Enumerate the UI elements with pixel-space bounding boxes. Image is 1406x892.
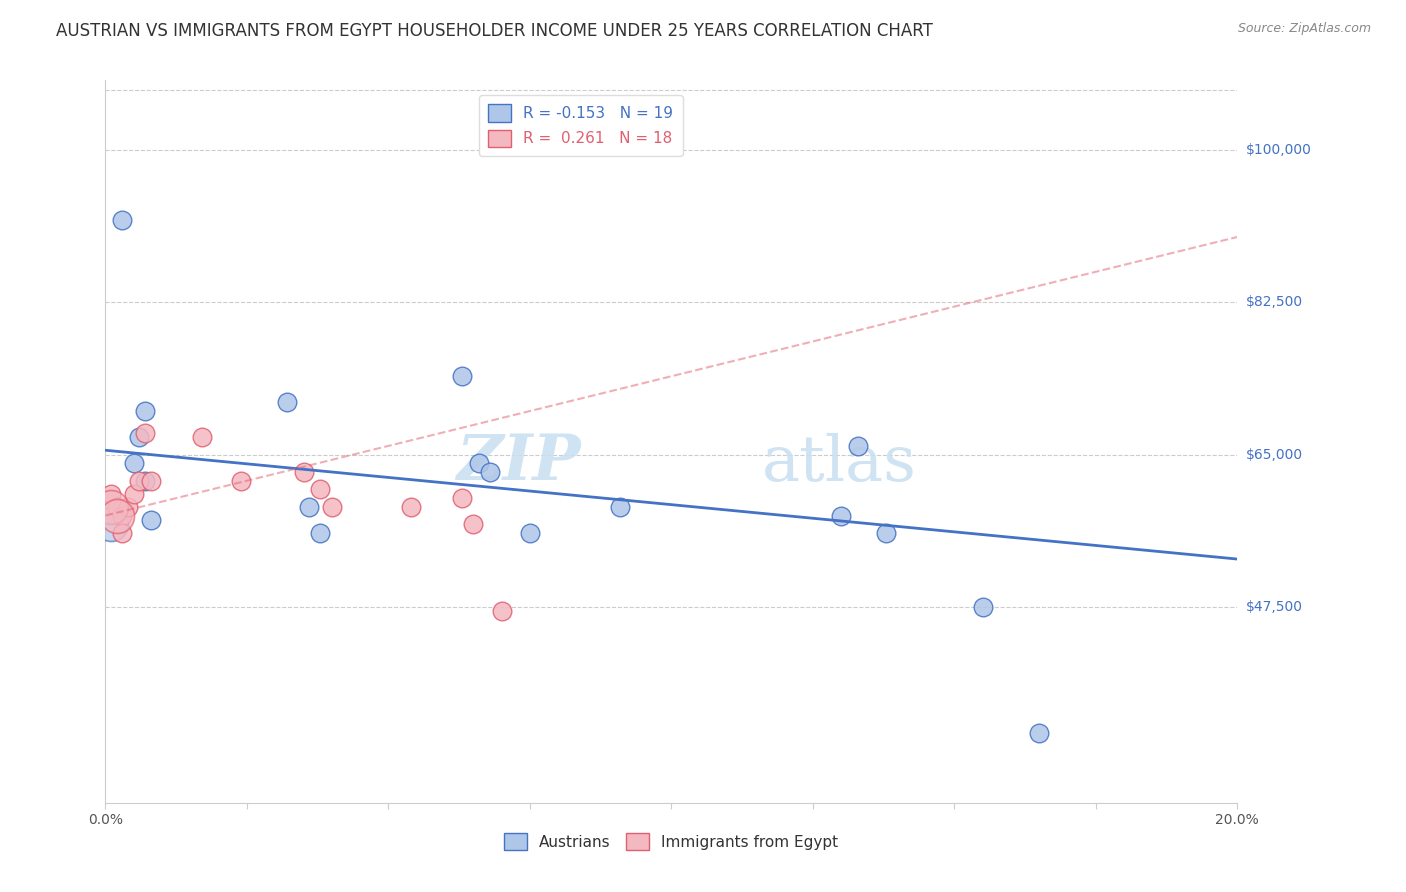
- Point: [117, 500, 139, 514]
- Point: [519, 525, 541, 540]
- Point: [100, 487, 122, 501]
- Text: AUSTRIAN VS IMMIGRANTS FROM EGYPT HOUSEHOLDER INCOME UNDER 25 YEARS CORRELATION : AUSTRIAN VS IMMIGRANTS FROM EGYPT HOUSEH…: [56, 22, 934, 40]
- Point: [846, 439, 869, 453]
- Point: [875, 525, 897, 540]
- Point: [491, 604, 513, 618]
- Point: [309, 483, 332, 497]
- Point: [298, 500, 321, 514]
- Point: [399, 500, 422, 514]
- Point: [122, 456, 145, 470]
- Point: [479, 465, 502, 479]
- Text: atlas: atlas: [762, 433, 917, 494]
- Text: $100,000: $100,000: [1246, 143, 1312, 157]
- Point: [451, 369, 474, 384]
- Point: [463, 517, 485, 532]
- Point: [128, 474, 150, 488]
- Point: [139, 474, 162, 488]
- Text: Source: ZipAtlas.com: Source: ZipAtlas.com: [1237, 22, 1371, 36]
- Point: [111, 525, 134, 540]
- Point: [134, 425, 156, 440]
- Point: [972, 599, 994, 614]
- Point: [111, 212, 134, 227]
- Point: [1028, 726, 1050, 740]
- Point: [134, 404, 156, 418]
- Point: [309, 525, 332, 540]
- Point: [468, 456, 491, 470]
- Text: $65,000: $65,000: [1246, 448, 1303, 461]
- Point: [111, 508, 134, 523]
- Point: [276, 395, 298, 409]
- Point: [609, 500, 631, 514]
- Point: [105, 500, 128, 514]
- Point: [100, 500, 122, 514]
- Point: [100, 517, 122, 532]
- Text: ZIP: ZIP: [457, 433, 581, 494]
- Point: [231, 474, 253, 488]
- Point: [122, 487, 145, 501]
- Point: [451, 491, 474, 505]
- Point: [139, 513, 162, 527]
- Point: [105, 508, 128, 523]
- Text: $47,500: $47,500: [1246, 600, 1302, 614]
- Point: [190, 430, 212, 444]
- Text: $82,500: $82,500: [1246, 295, 1303, 310]
- Point: [830, 508, 852, 523]
- Point: [292, 465, 315, 479]
- Point: [134, 474, 156, 488]
- Point: [128, 430, 150, 444]
- Legend: Austrians, Immigrants from Egypt: Austrians, Immigrants from Egypt: [498, 827, 845, 856]
- Point: [321, 500, 343, 514]
